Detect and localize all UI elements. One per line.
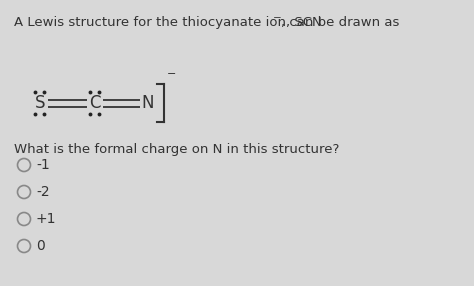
Text: 0: 0 <box>36 239 45 253</box>
Text: What is the formal charge on N in this structure?: What is the formal charge on N in this s… <box>14 143 339 156</box>
Text: −: − <box>167 69 176 79</box>
Text: A Lewis structure for the thiocyanate ion, SCN: A Lewis structure for the thiocyanate io… <box>14 16 322 29</box>
Text: −: − <box>273 13 282 23</box>
Text: -2: -2 <box>36 185 50 199</box>
Text: -1: -1 <box>36 158 50 172</box>
Text: S: S <box>35 94 45 112</box>
Text: C: C <box>89 94 101 112</box>
Text: N: N <box>142 94 154 112</box>
Text: +1: +1 <box>36 212 56 226</box>
Text: , can be drawn as: , can be drawn as <box>281 16 400 29</box>
